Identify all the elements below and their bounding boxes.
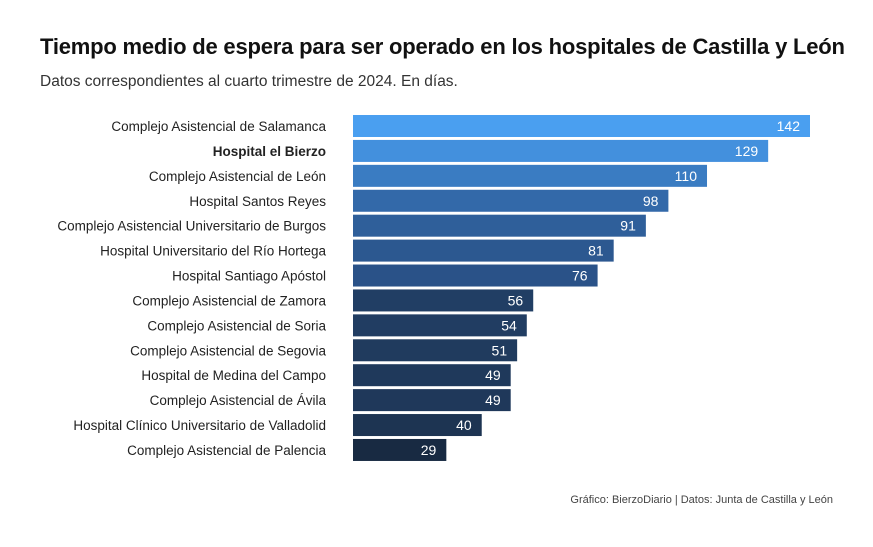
bar [353,438,447,461]
category-label: Hospital Santiago Apóstol [172,269,326,284]
value-label: 54 [501,317,517,333]
value-label: 49 [485,367,501,383]
bar [353,314,527,337]
value-label: 51 [492,342,508,358]
footer-source: Datos: Junta de Castilla y León [680,494,833,506]
category-label: Complejo Asistencial de León [149,169,326,184]
value-label: 110 [675,168,698,184]
category-label: Complejo Asistencial de Soria [147,318,326,333]
bar [353,339,518,362]
category-label: Complejo Asistencial de Segovia [130,343,326,358]
bar [353,115,810,137]
category-label: Hospital de Medina del Campo [141,368,326,383]
bar [353,139,769,162]
category-label: Hospital Santos Reyes [189,194,326,209]
footer-separator: | [674,494,678,506]
chart-footer: Gráfico: BierzoDiario | Datos: Junta de Ca… [570,494,833,506]
category-label: Hospital Clínico Universitario de Vallad… [73,418,326,433]
value-label: 142 [777,118,801,134]
bar [353,414,482,437]
value-label: 98 [643,193,659,209]
value-label: 76 [572,268,588,284]
category-label: Hospital Universitario del Río Hortega [100,244,326,259]
category-label: Complejo Asistencial de Zamora [132,293,326,308]
category-label: Hospital el Bierzo [213,144,326,159]
value-label: 81 [588,243,604,259]
category-label: Complejo Asistencial de Salamanca [111,119,326,134]
bar [353,239,614,262]
bar [353,289,534,312]
bar [353,164,708,187]
footer-credit: Gráfico: BierzoDiario [570,494,672,506]
bar [353,389,511,412]
value-label: 49 [485,392,501,408]
chart-subtitle: Datos correspondientes al cuarto trimest… [40,73,458,90]
value-label: 56 [508,292,524,308]
value-label: 29 [421,442,437,458]
value-label: 129 [735,143,759,159]
bar [353,364,511,387]
bar [353,189,669,212]
value-label: 91 [620,218,636,234]
category-label: Complejo Asistencial Universitario de Bu… [57,219,326,234]
chart-title: Tiempo medio de espera para ser operado … [40,34,845,59]
value-label: 40 [456,417,472,433]
category-label: Complejo Asistencial de Palencia [127,443,326,458]
bar [353,264,598,287]
bar [353,214,646,237]
category-label: Complejo Asistencial de Ávila [150,393,327,408]
